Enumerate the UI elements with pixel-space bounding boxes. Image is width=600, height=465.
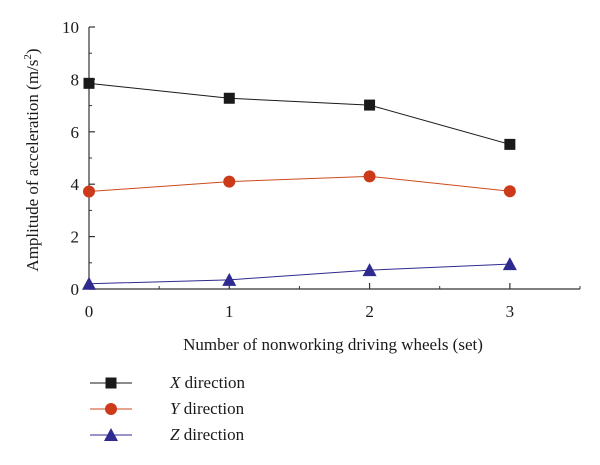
y-tick-label: 8 (71, 70, 80, 89)
y-tick-label: 2 (71, 228, 80, 247)
y-tick-label: 4 (71, 175, 80, 194)
legend-label-y: Y direction (170, 398, 244, 420)
data-point-x (504, 138, 516, 150)
x-tick-label: 3 (506, 302, 515, 321)
legend-label-x-name: X (170, 373, 181, 392)
data-point-y (223, 175, 236, 188)
data-point-y (363, 170, 376, 183)
y-axis-label-superscript: 2 (22, 54, 34, 60)
legend-item-z: Z direction (88, 424, 308, 450)
y-axis-label: Amplitude of acceleration (m/s2) (22, 48, 42, 271)
data-point-x (83, 77, 95, 89)
series-lines (88, 82, 510, 285)
y-tick-label: 6 (71, 123, 80, 142)
legend-marker-z (90, 428, 132, 441)
data-point-z (82, 276, 96, 290)
legend-label-x-suffix: direction (180, 373, 246, 392)
data-point-y (83, 185, 95, 198)
data-point-z (222, 272, 237, 286)
x-tick-label: 2 (365, 302, 374, 321)
legend-label-y-name: Y (170, 399, 180, 418)
legend-symbol-y (105, 403, 117, 415)
line-chart: 0 2 4 6 8 10 0 1 2 3 Number of nonworking driving… (22, 18, 581, 354)
data-point-z (362, 263, 377, 277)
x-tick-label: 0 (85, 302, 94, 321)
legend-label-z-name: Z (170, 425, 180, 444)
data-point-y (503, 185, 516, 198)
data-point-x (223, 92, 235, 104)
legend-label-z-suffix: direction (179, 425, 245, 444)
legend-label-z: Z direction (170, 424, 244, 446)
legend-label-x: X direction (170, 372, 245, 394)
axes (88, 27, 580, 290)
x-tick-label: 1 (225, 302, 234, 321)
series-markers (82, 77, 517, 290)
legend-symbol-z (104, 428, 118, 441)
legend-marker-y (90, 403, 132, 415)
legend-label-y-suffix: direction (179, 399, 245, 418)
data-point-z (502, 257, 517, 271)
legend-item-y: Y direction (88, 398, 308, 424)
x-axis-label: Number of nonworking driving wheels (set… (183, 335, 483, 354)
legend-marker-x (90, 377, 132, 389)
data-point-x (364, 99, 376, 111)
y-axis-label-tail: ) (23, 48, 42, 54)
y-tick-label: 0 (71, 280, 80, 299)
legend: X direction Y direction Z direction (88, 372, 308, 450)
series-line-z (88, 263, 510, 285)
y-axis-label-main: Amplitude of acceleration (m/s (23, 60, 42, 272)
legend-item-x: X direction (88, 372, 308, 398)
series-line-x (88, 82, 510, 145)
ticks: 0 2 4 6 8 10 0 1 2 3 (62, 18, 581, 321)
series-line-y (88, 175, 510, 193)
y-tick-label: 10 (62, 18, 79, 37)
legend-symbol-x (105, 377, 117, 389)
